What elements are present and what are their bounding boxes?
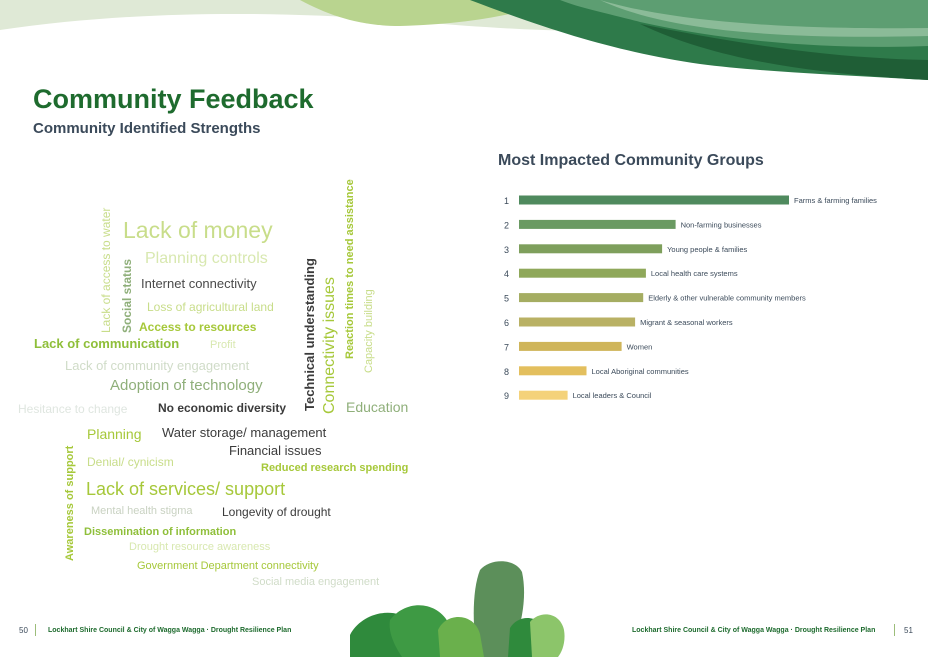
chart-title: Most Impacted Community Groups bbox=[498, 152, 764, 169]
word-cloud-term: Loss of agricultural land bbox=[147, 300, 274, 314]
footer-divider-left bbox=[35, 624, 36, 636]
chart-bar bbox=[519, 268, 646, 278]
chart-rank-label: 6 bbox=[504, 318, 509, 328]
chart-category-label: Local leaders & Council bbox=[573, 391, 652, 400]
bottom-leaf-decoration bbox=[350, 561, 565, 657]
word-cloud-term: Reduced research spending bbox=[261, 462, 409, 474]
word-cloud-term: Drought resource awareness bbox=[129, 541, 271, 553]
page-title: Community Feedback bbox=[33, 84, 314, 114]
footer-text-right: Lockhart Shire Council & City of Wagga W… bbox=[632, 627, 876, 634]
footer-text-left: Lockhart Shire Council & City of Wagga W… bbox=[48, 627, 292, 634]
bar-chart: 1 Farms & farming families 2 Non-farming bu… bbox=[504, 195, 877, 401]
word-cloud-term: Government Department connectivity bbox=[137, 560, 319, 572]
chart-rank-label: 9 bbox=[504, 391, 509, 401]
word-cloud-term: Water storage/ management bbox=[162, 425, 327, 440]
chart-rank-label: 8 bbox=[504, 367, 509, 377]
page-subtitle: Community Identified Strengths bbox=[33, 120, 261, 137]
word-cloud-term: Access to resources bbox=[139, 320, 257, 334]
word-cloud-term: Profit bbox=[210, 339, 236, 351]
chart-category-label: Elderly & other vulnerable community mem… bbox=[648, 294, 806, 303]
chart-rank-label: 3 bbox=[504, 245, 509, 255]
word-cloud-term-vertical: Technical understanding bbox=[302, 258, 317, 411]
chart-rank-label: 4 bbox=[504, 269, 509, 279]
chart-bar bbox=[519, 195, 789, 205]
chart-category-label: Migrant & seasonal workers bbox=[640, 318, 733, 327]
word-cloud-term: Longevity of drought bbox=[222, 505, 331, 519]
word-cloud-term: No economic diversity bbox=[158, 401, 287, 415]
word-cloud-term: Lack of services/ support bbox=[86, 479, 286, 499]
top-leaf-decoration bbox=[0, 0, 928, 80]
word-cloud-term: Internet connectivity bbox=[141, 276, 257, 291]
word-cloud-term-vertical: Awareness of support bbox=[64, 445, 76, 561]
chart-bar bbox=[519, 219, 676, 229]
chart-category-label: Farms & farming families bbox=[794, 196, 877, 205]
word-cloud-term-vertical: Connectivity issues bbox=[321, 277, 338, 414]
chart-bar bbox=[519, 293, 644, 303]
word-cloud-term: Lack of community engagement bbox=[65, 358, 250, 373]
word-cloud-term: Denial/ cynicism bbox=[87, 455, 174, 469]
word-cloud-term: Planning bbox=[87, 426, 142, 442]
chart-rank-label: 2 bbox=[504, 220, 509, 230]
word-cloud-term: Financial issues bbox=[229, 443, 322, 458]
word-cloud-term: Lack of money bbox=[123, 217, 273, 243]
word-cloud-term: Social media engagement bbox=[252, 576, 380, 588]
word-cloud-term-vertical: Capacity building bbox=[363, 289, 375, 373]
chart-bar bbox=[519, 341, 622, 351]
word-cloud-term: Lack of communication bbox=[34, 336, 180, 351]
word-cloud-term: Adoption of technology bbox=[110, 377, 263, 394]
word-cloud-term: Hesitance to change bbox=[18, 402, 128, 416]
footer-divider-right bbox=[894, 624, 895, 636]
word-cloud-term: Mental health stigma bbox=[91, 505, 193, 517]
chart-category-label: Local health care systems bbox=[651, 269, 738, 278]
chart-bar bbox=[519, 366, 587, 376]
chart-category-label: Women bbox=[627, 342, 653, 351]
chart-rank-label: 5 bbox=[504, 294, 509, 304]
word-cloud-term: Planning controls bbox=[145, 250, 268, 267]
chart-bar bbox=[519, 317, 636, 327]
chart-rank-label: 1 bbox=[504, 196, 509, 206]
chart-category-label: Local Aboriginal communities bbox=[592, 367, 689, 376]
chart-bar bbox=[519, 244, 663, 254]
chart-category-label: Non-farming businesses bbox=[681, 220, 762, 229]
chart-rank-label: 7 bbox=[504, 342, 509, 352]
word-cloud-term-vertical: Lack of access to water bbox=[99, 207, 113, 333]
word-cloud-term-vertical: Reaction times to need assistance bbox=[344, 179, 356, 359]
page-number-left: 50 bbox=[19, 626, 28, 635]
chart-bar bbox=[519, 390, 568, 400]
word-cloud-term: Dissemination of information bbox=[84, 526, 237, 538]
chart-category-label: Young people & families bbox=[667, 245, 747, 254]
word-cloud-term: Education bbox=[346, 399, 409, 415]
page-number-right: 51 bbox=[904, 626, 913, 635]
word-cloud-term-vertical: Social status bbox=[120, 258, 134, 333]
